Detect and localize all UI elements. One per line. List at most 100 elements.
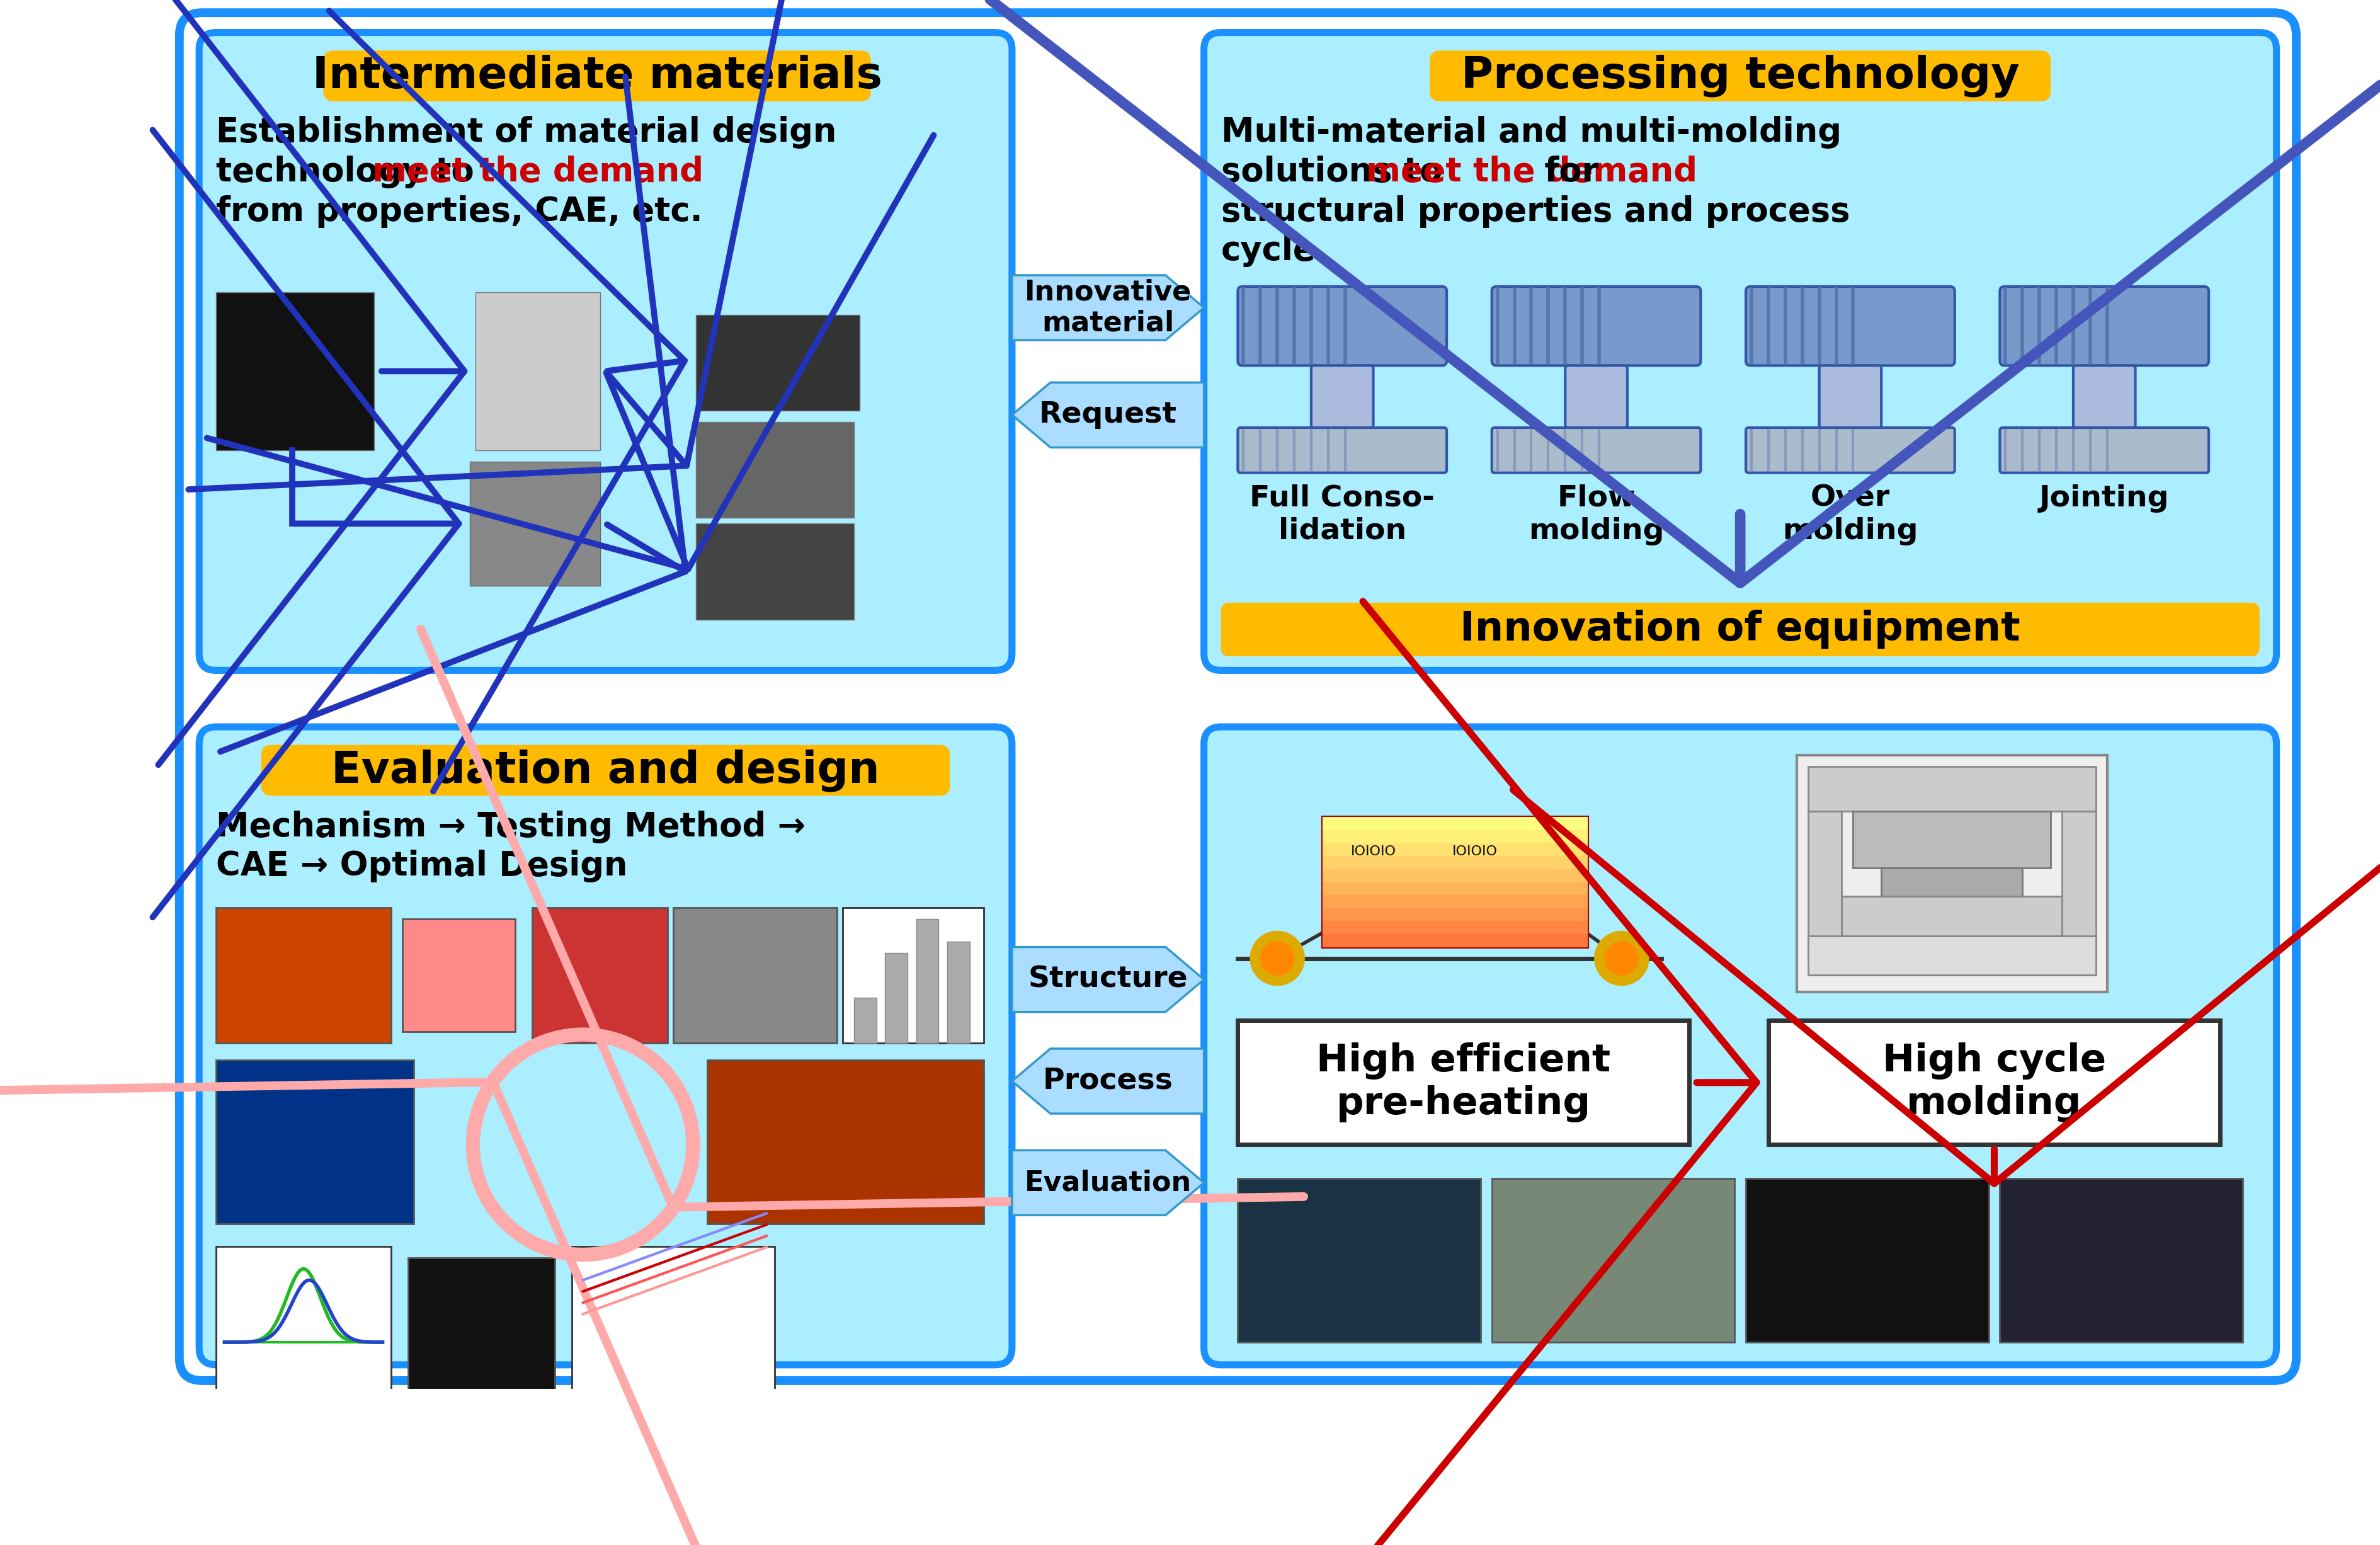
Bar: [1323, 830, 1587, 844]
FancyBboxPatch shape: [1238, 428, 1447, 473]
Bar: [1842, 896, 2061, 936]
Bar: [885, 953, 907, 1043]
Text: Evaluation: Evaluation: [1023, 1170, 1190, 1196]
Bar: [1999, 1179, 2242, 1343]
Polygon shape: [1012, 947, 1204, 1012]
Bar: [1768, 1020, 2221, 1145]
FancyBboxPatch shape: [200, 32, 1011, 671]
Bar: [217, 1247, 390, 1411]
Text: technology to: technology to: [217, 156, 486, 188]
Bar: [1323, 935, 1587, 947]
Polygon shape: [1012, 383, 1204, 448]
Text: CAE → Optimal Design: CAE → Optimal Design: [217, 850, 628, 882]
Circle shape: [1259, 941, 1295, 975]
FancyBboxPatch shape: [1492, 428, 1699, 473]
Text: IOIOIO: IOIOIO: [1349, 845, 1395, 857]
Text: High efficient
pre-heating: High efficient pre-heating: [1316, 1043, 1611, 1123]
Text: meet the demand: meet the demand: [371, 156, 704, 188]
Bar: [571, 1247, 776, 1411]
Text: Process: Process: [1042, 1068, 1173, 1095]
Text: High cycle
molding: High cycle molding: [1883, 1043, 2106, 1123]
Bar: [674, 907, 838, 1043]
FancyBboxPatch shape: [1492, 286, 1699, 366]
FancyBboxPatch shape: [1311, 366, 1373, 428]
FancyBboxPatch shape: [178, 12, 2297, 1381]
Text: Intermediate materials: Intermediate materials: [312, 54, 883, 97]
Text: Evaluation and design: Evaluation and design: [331, 749, 881, 791]
Bar: [1238, 1179, 1480, 1343]
Polygon shape: [1012, 1049, 1204, 1114]
FancyBboxPatch shape: [1564, 366, 1628, 428]
Text: structural properties and process: structural properties and process: [1221, 195, 1849, 227]
FancyBboxPatch shape: [1999, 286, 2209, 366]
FancyBboxPatch shape: [200, 726, 1011, 1364]
FancyBboxPatch shape: [1204, 32, 2275, 671]
Bar: [533, 907, 666, 1043]
Bar: [1323, 921, 1587, 935]
FancyBboxPatch shape: [1745, 286, 1954, 366]
Bar: [476, 292, 600, 450]
Bar: [1323, 908, 1587, 921]
Bar: [695, 524, 854, 620]
Bar: [695, 422, 854, 518]
Bar: [1323, 870, 1587, 882]
Bar: [1492, 1179, 1735, 1343]
Text: Processing technology: Processing technology: [1461, 54, 2018, 97]
FancyBboxPatch shape: [1745, 428, 1954, 473]
Bar: [1806, 766, 2094, 811]
Bar: [1806, 936, 2094, 975]
Bar: [1238, 1020, 1690, 1145]
Text: Full Conso-
lidation: Full Conso- lidation: [1250, 484, 1435, 545]
Bar: [1323, 817, 1587, 947]
Circle shape: [1604, 941, 1637, 975]
Bar: [707, 1060, 983, 1224]
Text: Mechanism → Testing Method →: Mechanism → Testing Method →: [217, 811, 804, 844]
Bar: [217, 292, 374, 450]
Bar: [1323, 895, 1587, 908]
Text: Request: Request: [1038, 400, 1176, 430]
FancyBboxPatch shape: [1238, 286, 1447, 366]
Bar: [916, 919, 938, 1043]
FancyBboxPatch shape: [1818, 366, 1880, 428]
Text: Multi-material and multi-molding: Multi-material and multi-molding: [1221, 116, 1840, 148]
FancyBboxPatch shape: [1430, 51, 2049, 102]
Bar: [1880, 868, 2023, 902]
Text: meet the demand: meet the demand: [1366, 156, 1697, 188]
Text: Structure: Structure: [1028, 966, 1188, 993]
Polygon shape: [1012, 1151, 1204, 1216]
FancyBboxPatch shape: [262, 745, 950, 796]
FancyBboxPatch shape: [2073, 366, 2135, 428]
FancyBboxPatch shape: [324, 51, 871, 102]
Text: IOIOIO: IOIOIO: [1452, 845, 1497, 857]
Bar: [947, 941, 969, 1043]
Bar: [1797, 756, 2106, 992]
FancyBboxPatch shape: [205, 108, 1007, 272]
Bar: [1852, 811, 2049, 868]
Bar: [2061, 811, 2094, 958]
Text: Innovative
material: Innovative material: [1023, 278, 1190, 337]
Text: Over
molding: Over molding: [1783, 484, 1918, 545]
Bar: [1323, 844, 1587, 856]
Bar: [1323, 882, 1587, 895]
Bar: [407, 1258, 555, 1398]
Text: from properties, CAE, etc.: from properties, CAE, etc.: [217, 195, 702, 227]
Circle shape: [1595, 932, 1649, 986]
Bar: [217, 1060, 414, 1224]
Bar: [1323, 856, 1587, 870]
Text: Jointing: Jointing: [2040, 484, 2168, 513]
Text: Innovation of equipment: Innovation of equipment: [1459, 610, 2021, 649]
Text: cycle.: cycle.: [1221, 235, 1328, 267]
FancyBboxPatch shape: [1204, 726, 2275, 1364]
Bar: [695, 315, 859, 411]
Text: solutions to: solutions to: [1221, 156, 1454, 188]
Bar: [1745, 1179, 1987, 1343]
Circle shape: [1250, 932, 1304, 986]
Bar: [843, 907, 983, 1043]
FancyBboxPatch shape: [1221, 603, 2259, 657]
Bar: [402, 919, 514, 1032]
Bar: [469, 462, 600, 586]
Bar: [1323, 817, 1587, 830]
Text: Flow
molding: Flow molding: [1528, 484, 1664, 545]
FancyBboxPatch shape: [1999, 428, 2209, 473]
Bar: [854, 998, 876, 1043]
